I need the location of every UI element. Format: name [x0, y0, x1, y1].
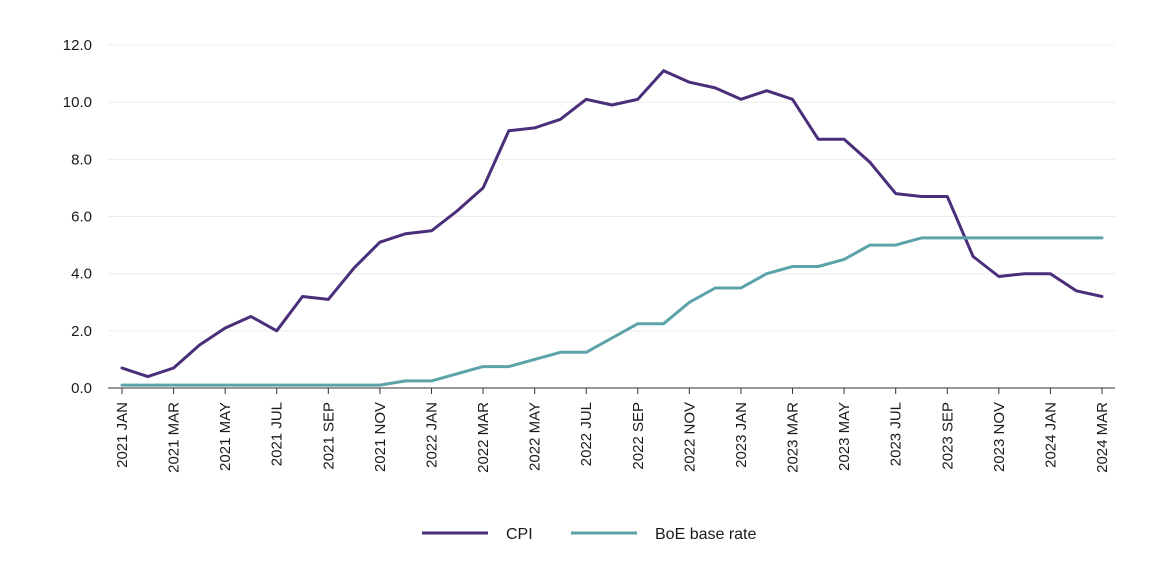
x-tick-label: 2023 NOV — [991, 402, 1008, 472]
x-tick-label: 2021 NOV — [372, 402, 389, 472]
series-line-cpi — [120, 69, 1104, 379]
legend: CPI BoE base rate — [422, 526, 757, 543]
x-tick-label: 2024 JAN — [1042, 402, 1059, 468]
x-tick-label: 2021 SEP — [320, 402, 337, 470]
y-tick-label: 10.0 — [63, 94, 92, 111]
x-tick-label: 2022 JAN — [423, 402, 440, 468]
y-axis-ticks: 0.0 2.0 4.0 6.0 8.0 10.0 12.0 — [63, 37, 92, 397]
gridlines — [108, 44, 1115, 332]
y-tick-label: 4.0 — [71, 266, 92, 283]
x-tick-label: 2022 MAY — [527, 402, 544, 471]
y-tick-label: 2.0 — [71, 323, 92, 340]
x-tick-label: 2023 SEP — [939, 402, 956, 470]
legend-label-cpi: CPI — [506, 526, 533, 543]
x-tick-label: 2022 SEP — [630, 402, 647, 470]
y-tick-label: 0.0 — [71, 380, 92, 397]
x-tick-label: 2022 JUL — [578, 402, 595, 466]
legend-label-boe-base-rate: BoE base rate — [655, 526, 757, 543]
x-tick-label: 2023 JUL — [888, 402, 905, 466]
x-tick-label: 2023 JAN — [733, 402, 750, 468]
x-tick-label: 2021 MAR — [166, 402, 183, 473]
series-line-boe-base-rate — [120, 236, 1104, 387]
x-tick-label: 2024 MAR — [1094, 402, 1111, 473]
y-tick-label: 8.0 — [71, 151, 92, 168]
x-tick-label: 2023 MAR — [785, 402, 802, 473]
y-tick-label: 6.0 — [71, 209, 92, 226]
x-tick-label: 2021 JUL — [269, 402, 286, 466]
x-tick-label: 2022 NOV — [681, 402, 698, 472]
x-tick-label: 2023 MAY — [836, 402, 853, 471]
x-tick-label: 2021 JAN — [114, 402, 131, 468]
x-axis-ticks: 2021 JAN 2021 MAR 2021 MAY 2021 JUL 2021 SEP… — [114, 388, 1111, 473]
x-tick-label: 2021 MAY — [217, 402, 234, 471]
x-tick-label: 2022 MAR — [475, 402, 492, 473]
y-tick-label: 12.0 — [63, 37, 92, 54]
series-lines — [120, 69, 1104, 387]
